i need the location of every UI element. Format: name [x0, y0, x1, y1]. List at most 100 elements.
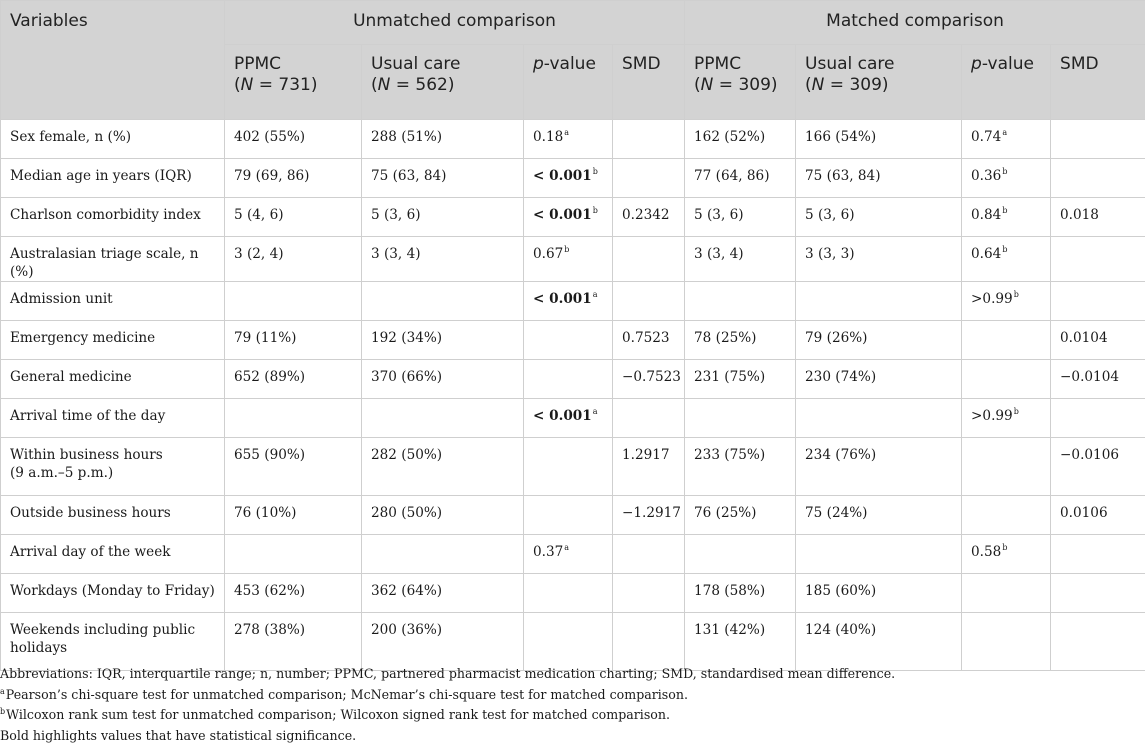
unmatched-smd-cell: [611, 281, 686, 321]
matched-usual-care-cell: [795, 398, 963, 438]
matched-usual-care-cell: 234 (76%): [795, 437, 963, 496]
unmatched-ppmc-cell: 655 (90%): [224, 437, 362, 496]
matched-smd-cell: 0.018: [1050, 197, 1145, 237]
table-row: Arrival day of the week 0.37a 0.58b: [0, 534, 1145, 574]
unmatched-ppmc-cell: 652 (89%): [224, 359, 362, 399]
matched-smd-cell: [1050, 398, 1145, 438]
table-row: Outside business hours 76 (10%) 280 (50%) −…: [0, 495, 1145, 535]
unmatched-p-value-cell: [523, 573, 613, 613]
abbreviations-note: Abbreviations: IQR, interquartile range;…: [0, 666, 896, 681]
table-row: Charlson comorbidity index 5 (4, 6) 5 (3, …: [0, 197, 1145, 237]
matched-p-value-cell: 0.58b: [961, 534, 1052, 574]
table-row: Within business hours (9 a.m.–5 p.m.) 655…: [0, 437, 1145, 496]
unmatched-usual-care-cell: 288 (51%): [361, 119, 524, 159]
unmatched-ppmc-cell: 5 (4, 6): [224, 197, 362, 237]
variable-cell: Arrival day of the week: [0, 534, 225, 574]
unmatched-smd-cell: [611, 119, 686, 159]
variable-cell: Weekends including public holidays: [0, 612, 225, 671]
matched-p-value-cell: [961, 612, 1052, 671]
matched-usual-care-cell: 75 (63, 84): [795, 158, 963, 198]
unmatched-smd-cell: [611, 158, 686, 198]
table-row: Emergency medicine 79 (11%) 192 (34%) 0.752…: [0, 320, 1145, 360]
footnote-a: aPearson’s chi-square test for unmatched…: [0, 686, 688, 702]
matched-p-value-cell: >0.99b: [961, 398, 1052, 438]
unmatched-usual-care-n: (N = 562): [371, 75, 455, 95]
unmatched-p-value-cell: [523, 437, 613, 496]
matched-ppmc-label: PPMC: [694, 54, 742, 74]
matched-p-value-cell: >0.99b: [961, 281, 1052, 321]
unmatched-ppmc-header: PPMC (N = 731): [224, 44, 362, 120]
variable-cell: Arrival time of the day: [0, 398, 225, 438]
unmatched-ppmc-cell: 76 (10%): [224, 495, 362, 535]
unmatched-p-value-cell: < 0.001b: [523, 197, 613, 237]
matched-usual-care-cell: 75 (24%): [795, 495, 963, 535]
unmatched-smd-header: SMD: [611, 44, 686, 120]
table-row: Australasian triage scale, n (%) 3 (2, 4)…: [0, 236, 1145, 282]
unmatched-smd-cell: [611, 236, 686, 282]
matched-smd-cell: −0.0104: [1050, 359, 1145, 399]
table-body: Sex female, n (%) 402 (55%) 288 (51%) 0.18a…: [0, 119, 1145, 671]
matched-ppmc-cell: 178 (58%): [684, 573, 797, 613]
unmatched-usual-care-cell: [361, 534, 524, 574]
unmatched-p-value-cell: [523, 495, 613, 535]
results-table: Variables Unmatched comparison Matched c…: [0, 0, 1145, 671]
matched-usual-care-cell: 124 (40%): [795, 612, 963, 671]
variable-cell: Within business hours (9 a.m.–5 p.m.): [0, 437, 225, 496]
matched-p-value-cell: 0.64b: [961, 236, 1052, 282]
matched-usual-care-cell: 79 (26%): [795, 320, 963, 360]
unmatched-usual-care-cell: 200 (36%): [361, 612, 524, 671]
matched-usual-care-header: Usual care (N = 309): [795, 44, 963, 120]
unmatched-ppmc-cell: 402 (55%): [224, 119, 362, 159]
unmatched-p-value-cell: 0.67b: [523, 236, 613, 282]
unmatched-smd-cell: [611, 612, 686, 671]
unmatched-p-value-cell: 0.37a: [523, 534, 613, 574]
matched-smd-cell: [1050, 573, 1145, 613]
bold-significance-note: Bold highlights values that have statist…: [0, 727, 357, 743]
unmatched-smd-cell: [611, 534, 686, 574]
matched-smd-cell: [1050, 612, 1145, 671]
header-row-columns: PPMC (N = 731) Usual care (N = 562) p-va…: [1, 44, 1145, 120]
unmatched-p-value-header: p-value: [523, 44, 613, 120]
matched-ppmc-cell: 77 (64, 86): [684, 158, 797, 198]
unmatched-p-value-cell: 0.18a: [523, 119, 613, 159]
unmatched-usual-care-cell: 75 (63, 84): [361, 158, 524, 198]
unmatched-comparison-header: Unmatched comparison: [223, 0, 686, 45]
unmatched-p-value-cell: < 0.001a: [523, 281, 613, 321]
unmatched-usual-care-cell: 282 (50%): [361, 437, 524, 496]
matched-p-value-cell: [961, 359, 1052, 399]
matched-ppmc-cell: 76 (25%): [684, 495, 797, 535]
matched-usual-care-cell: 166 (54%): [795, 119, 963, 159]
matched-p-value-cell: [961, 320, 1052, 360]
matched-ppmc-header: PPMC (N = 309): [684, 44, 797, 120]
variable-cell: Outside business hours: [0, 495, 225, 535]
unmatched-smd-cell: −0.7523: [611, 359, 686, 399]
table-row: Workdays (Monday to Friday) 453 (62%) 362 …: [0, 573, 1145, 613]
matched-usual-care-cell: [795, 281, 963, 321]
matched-usual-care-cell: [795, 534, 963, 574]
matched-ppmc-n: (N = 309): [694, 75, 778, 95]
variable-cell: Admission unit: [0, 281, 225, 321]
unmatched-p-value-cell: [523, 320, 613, 360]
variable-cell: Australasian triage scale, n (%): [0, 236, 225, 282]
unmatched-usual-care-cell: [361, 281, 524, 321]
table-row: Weekends including public holidays 278 (3…: [0, 612, 1145, 671]
unmatched-p-value-cell: < 0.001a: [523, 398, 613, 438]
matched-ppmc-cell: [684, 398, 797, 438]
unmatched-smd-cell: 0.2342: [611, 197, 686, 237]
unmatched-usual-care-label: Usual care: [371, 54, 461, 74]
variable-cell: Median age in years (IQR): [0, 158, 225, 198]
header-row-groups: Variables Unmatched comparison Matched c…: [0, 0, 1145, 120]
unmatched-smd-cell: 1.2917: [611, 437, 686, 496]
matched-usual-care-n: (N = 309): [805, 75, 889, 95]
matched-smd-cell: [1050, 158, 1145, 198]
matched-p-value-cell: [961, 437, 1052, 496]
unmatched-ppmc-label: PPMC: [234, 54, 282, 74]
unmatched-ppmc-cell: 278 (38%): [224, 612, 362, 671]
variable-cell: Charlson comorbidity index: [0, 197, 225, 237]
unmatched-ppmc-cell: 453 (62%): [224, 573, 362, 613]
matched-smd-cell: [1050, 534, 1145, 574]
matched-usual-care-label: Usual care: [805, 54, 895, 74]
unmatched-ppmc-cell: [224, 398, 362, 438]
unmatched-p-value-cell: [523, 359, 613, 399]
matched-p-value-cell: 0.36b: [961, 158, 1052, 198]
